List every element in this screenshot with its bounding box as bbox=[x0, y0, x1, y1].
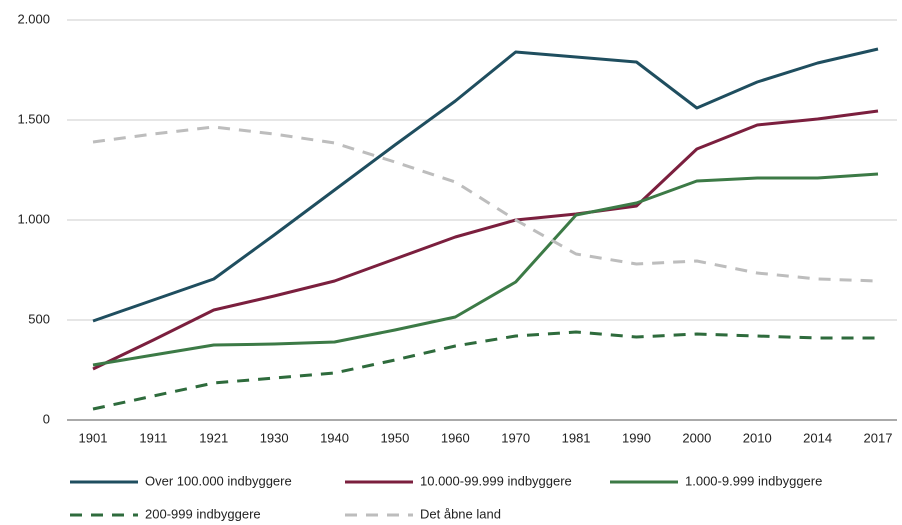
y-tick-label: 500 bbox=[28, 311, 50, 326]
series-line bbox=[92, 47, 879, 323]
legend-label: 200-999 indbyggere bbox=[145, 506, 261, 521]
x-tick-label: 2017 bbox=[864, 430, 893, 445]
x-tick-label: 1921 bbox=[199, 430, 228, 445]
x-tick-label: 1981 bbox=[562, 430, 591, 445]
y-tick-label: 1.500 bbox=[17, 111, 50, 126]
series-line bbox=[92, 109, 879, 371]
x-tick-label: 1940 bbox=[320, 430, 349, 445]
x-tick-label: 2000 bbox=[682, 430, 711, 445]
y-tick-label: 1.000 bbox=[17, 211, 50, 226]
x-tick-label: 1950 bbox=[380, 430, 409, 445]
legend-label: Over 100.000 indbyggere bbox=[145, 473, 292, 488]
legend-label: Det åbne land bbox=[420, 506, 501, 521]
x-tick-label: 1930 bbox=[260, 430, 289, 445]
series-line bbox=[92, 172, 879, 367]
x-tick-label: 1901 bbox=[79, 430, 108, 445]
legend-label: 10.000-99.999 indbyggere bbox=[420, 473, 572, 488]
y-tick-label: 2.000 bbox=[17, 11, 50, 26]
x-tick-label: 1990 bbox=[622, 430, 651, 445]
x-tick-label: 1970 bbox=[501, 430, 530, 445]
x-tick-label: 2010 bbox=[743, 430, 772, 445]
series-line bbox=[92, 125, 879, 283]
x-tick-label: 2014 bbox=[803, 430, 832, 445]
series-line bbox=[92, 330, 878, 411]
legend-label: 1.000-9.999 indbyggere bbox=[685, 473, 822, 488]
x-tick-label: 1960 bbox=[441, 430, 470, 445]
x-tick-label: 1911 bbox=[139, 430, 167, 445]
y-tick-label: 0 bbox=[43, 411, 50, 426]
